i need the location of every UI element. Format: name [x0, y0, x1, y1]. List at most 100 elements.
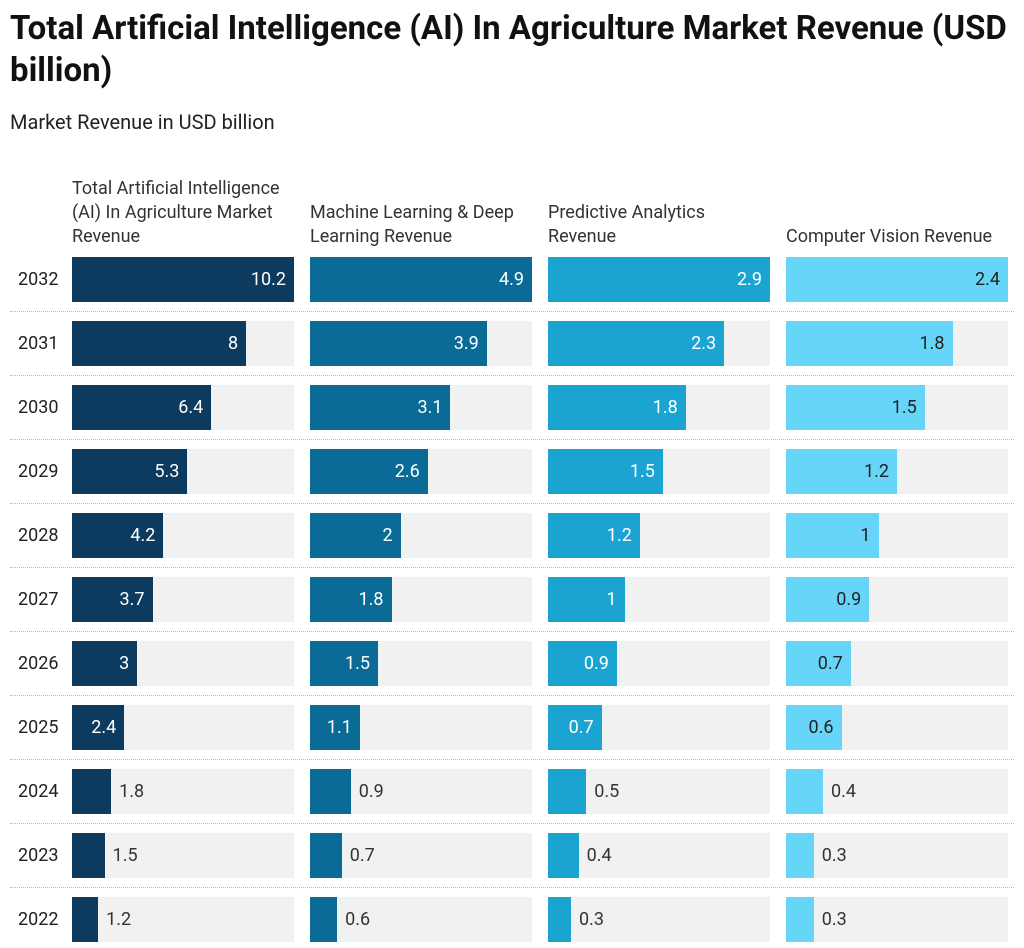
- value-label: 1.2: [106, 909, 132, 930]
- value-label: 6.4: [178, 397, 204, 418]
- bar: [310, 257, 532, 302]
- value-label: 0.7: [568, 717, 594, 738]
- row-separator: [10, 503, 1014, 504]
- bar-track: [786, 833, 1008, 878]
- row-label: 2031: [18, 333, 59, 354]
- bar-track: [310, 897, 532, 942]
- value-label: 1.8: [919, 333, 945, 354]
- bar: [548, 513, 640, 558]
- bar: [72, 897, 99, 942]
- value-label: 0.7: [349, 845, 375, 866]
- bar-track: [310, 833, 532, 878]
- bar: [548, 321, 725, 366]
- value-label: 1.8: [119, 781, 145, 802]
- bar-track: [548, 833, 770, 878]
- bar: [548, 833, 579, 878]
- bar: [310, 449, 428, 494]
- value-label: 0.4: [831, 781, 856, 802]
- bar: [548, 257, 770, 302]
- value-label: 2.3: [691, 333, 717, 354]
- bar: [786, 769, 823, 814]
- bar: [72, 769, 112, 814]
- bar: [310, 321, 487, 366]
- row-separator: [10, 759, 1014, 760]
- value-label: 4.2: [130, 525, 156, 546]
- bar: [72, 833, 105, 878]
- row-separator: [10, 695, 1014, 696]
- value-label: 1.1: [326, 717, 352, 738]
- value-label: 0.3: [578, 909, 604, 930]
- column-header: Predictive Analytics Revenue: [548, 202, 706, 247]
- bar: [548, 705, 602, 750]
- value-label: 1.5: [629, 461, 655, 482]
- value-label: 8: [227, 333, 239, 354]
- bar-track: [548, 897, 770, 942]
- value-label: 1.8: [652, 397, 678, 418]
- row-label: 2022: [18, 909, 59, 930]
- bar: [548, 385, 686, 430]
- value-label: 1.5: [891, 397, 917, 418]
- value-label: 1.5: [112, 845, 138, 866]
- bar: [72, 449, 188, 494]
- bar: [786, 321, 953, 366]
- bar: [310, 833, 342, 878]
- column-header: Machine Learning & Deep Learning Revenue: [310, 202, 514, 247]
- value-label: 10.2: [250, 269, 286, 290]
- value-label: 0.9: [583, 653, 609, 674]
- value-label: 3.9: [453, 333, 479, 354]
- value-label: 3: [119, 653, 130, 674]
- bar: [310, 897, 338, 942]
- row-label: 2030: [18, 397, 59, 418]
- value-label: 0.6: [808, 717, 834, 738]
- row-label: 2029: [18, 461, 59, 482]
- chart-subtitle: Market Revenue in USD billion: [10, 110, 275, 134]
- value-label: 5.3: [154, 461, 180, 482]
- row-label: 2032: [18, 269, 59, 290]
- bar: [786, 513, 879, 558]
- value-label: 0.7: [817, 653, 843, 674]
- row-separator: [10, 567, 1014, 568]
- row-separator: [10, 631, 1014, 632]
- value-label: 1: [860, 525, 871, 546]
- row-separator: [10, 439, 1014, 440]
- bar: [786, 705, 842, 750]
- row-label: 2026: [18, 653, 59, 674]
- row-separator: [10, 311, 1014, 312]
- value-label: 0.6: [345, 909, 371, 930]
- row-label: 2025: [18, 717, 59, 738]
- value-label: 1.5: [344, 653, 370, 674]
- bar-track: [72, 833, 294, 878]
- column-header: Computer Vision Revenue: [786, 226, 993, 247]
- value-label: 0.5: [594, 781, 620, 802]
- row-label: 2023: [18, 845, 59, 866]
- value-label: 1: [606, 589, 617, 610]
- value-label: 0.4: [586, 845, 612, 866]
- bar-track: [786, 769, 1008, 814]
- bar: [310, 385, 451, 430]
- bar: [786, 897, 814, 942]
- bar: [72, 385, 212, 430]
- bar: [548, 449, 663, 494]
- row-label: 2027: [18, 589, 59, 610]
- bar: [786, 577, 870, 622]
- row-separator: [10, 887, 1014, 888]
- bar: [786, 385, 925, 430]
- bar: [548, 769, 587, 814]
- value-label: 3.7: [119, 589, 145, 610]
- bar: [72, 641, 138, 686]
- column-header: Total Artificial Intelligence (AI) In Ag…: [72, 178, 280, 247]
- row-separator: [10, 823, 1014, 824]
- bar: [786, 833, 814, 878]
- bar-track: [72, 897, 294, 942]
- value-label: 1.2: [606, 525, 632, 546]
- value-label: 2.6: [394, 461, 420, 482]
- value-label: 4.9: [499, 269, 524, 290]
- bar: [72, 321, 247, 366]
- bar: [310, 577, 392, 622]
- bar: [548, 641, 617, 686]
- bar: [310, 705, 360, 750]
- bar-track: [786, 897, 1008, 942]
- bar: [548, 577, 625, 622]
- bar: [548, 897, 571, 942]
